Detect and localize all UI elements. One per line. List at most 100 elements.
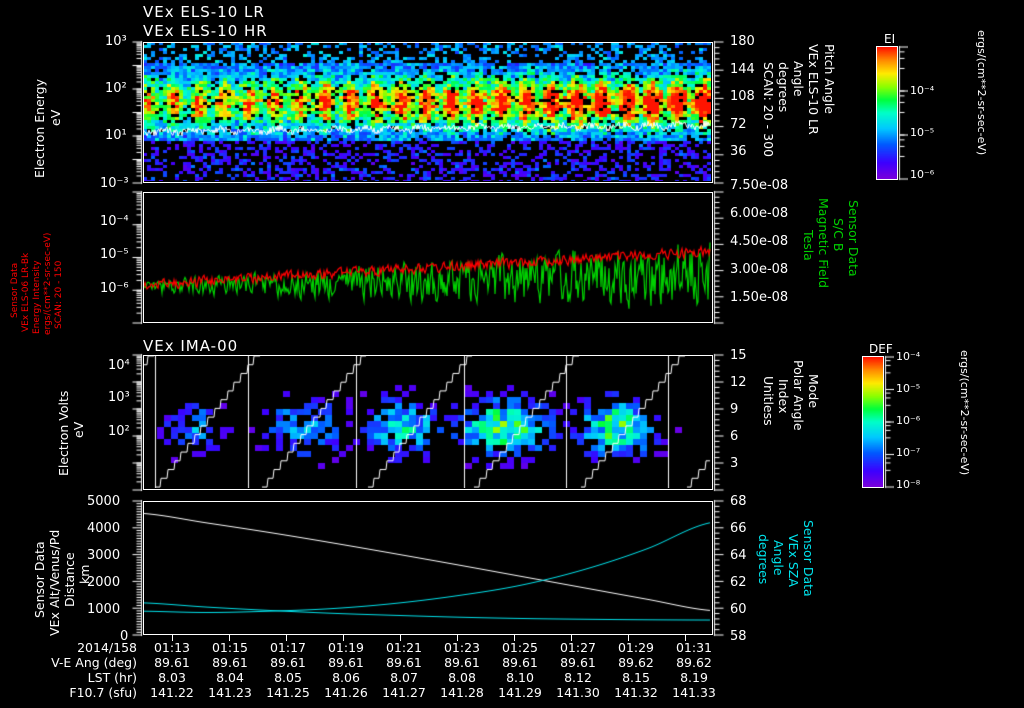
cell-time-9: 01:31 <box>675 640 713 655</box>
panel3-y2tick-15: 15 <box>730 348 747 363</box>
cell-veang-7: 89.61 <box>560 655 596 670</box>
colorbar-def-units: ergs/(cm**2-sr-sec-eV) <box>958 350 971 476</box>
panel2-ytick-1e-6: 10⁻⁶ <box>100 281 129 296</box>
table-row: 2014/158 01:13 01:15 01:17 01:19 01:21 0… <box>0 640 723 655</box>
colorbar-def-tick-1e-5: 10⁻⁵ <box>896 382 921 395</box>
panel4-right-label-1: Sensor Data <box>801 520 816 597</box>
x-axis-tick <box>571 635 572 641</box>
panel3-y2tick-6: 6 <box>730 429 739 444</box>
panel4-y2tick-62: 62 <box>730 575 747 590</box>
panel4-left-tickbar <box>129 499 143 637</box>
panel1-y2tick-72: 72 <box>730 117 747 132</box>
cell-time-1: 01:15 <box>211 640 249 655</box>
panel3-y2tick-3: 3 <box>730 456 739 471</box>
row-label-ve-ang: V-E Ang (deg) <box>51 655 137 670</box>
cell-f107-2: 141.25 <box>266 685 310 700</box>
colorbar-def-tick-1e-4: 10⁻⁴ <box>896 350 921 363</box>
panel4-y2tick-66: 66 <box>730 521 747 536</box>
colorbar-def <box>862 356 884 488</box>
panel4-left-label-3: Distance <box>62 552 77 607</box>
cell-time-3: 01:19 <box>327 640 365 655</box>
panel2-left-tickbar <box>129 190 143 325</box>
panel4-y2tick-68: 68 <box>730 494 747 509</box>
panel1-left-tickbar <box>129 40 143 185</box>
x-axis-tick <box>514 635 515 641</box>
panel3-ytick-1e2: 10² <box>108 424 130 439</box>
cell-time-5: 01:23 <box>443 640 481 655</box>
colorbar-ei-tickbar <box>898 45 908 181</box>
panel1-ytick-1e1: 10¹ <box>105 128 127 143</box>
panel4-ytick-2000: 2000 <box>87 575 121 590</box>
panel2-plot[interactable] <box>143 192 713 323</box>
row-label-date: 2014/158 <box>77 640 137 655</box>
panel3-ylabel-main: Electron Volts <box>56 390 71 476</box>
panel1-y2label-3: Angle <box>791 61 806 97</box>
panel1-y2label-2: VEx ELS-10 LR <box>806 44 821 135</box>
cell-lst-5: 8.08 <box>448 670 476 685</box>
cell-lst-4: 8.07 <box>390 670 418 685</box>
panel4-y2tick-60: 60 <box>730 602 747 617</box>
cell-lst-7: 8.12 <box>564 670 592 685</box>
panel4-ytick-1000: 1000 <box>87 602 121 617</box>
cell-veang-9: 89.62 <box>676 655 712 670</box>
colorbar-def-tick-1e-7: 10⁻⁷ <box>896 446 921 459</box>
cell-time-4: 01:21 <box>385 640 423 655</box>
cell-lst-1: 8.04 <box>216 670 244 685</box>
x-axis-tick <box>229 635 230 641</box>
table-row: F10.7 (sfu) 141.22 141.23 141.25 141.26 … <box>0 685 723 700</box>
panel1-plot[interactable] <box>143 42 713 183</box>
panel3-left-tickbar <box>129 353 143 492</box>
panel1-title-line1: VEx ELS-10 LR <box>143 3 265 21</box>
cell-lst-0: 8.03 <box>158 670 186 685</box>
panel3-y2label-1: Mode <box>806 374 821 409</box>
panel3-y2label-2: Polar Angle <box>791 360 806 431</box>
panel2-y2tick-3: 4.50e-08 <box>730 234 789 249</box>
cell-time-2: 01:17 <box>269 640 307 655</box>
panel3-right-tickbar <box>713 353 727 492</box>
panel2-right-tickbar <box>713 190 727 325</box>
colorbar-def-tickbar <box>884 355 894 489</box>
panel3-plot[interactable] <box>143 355 713 490</box>
x-axis-tick <box>457 635 458 641</box>
panel3-y2tick-12: 12 <box>730 375 747 390</box>
panel1-right-tickbar <box>713 40 727 185</box>
cell-time-8: 01:29 <box>617 640 655 655</box>
panel4-right-label-2: VEx SZA <box>786 534 801 587</box>
colorbar-ei-units: ergs/(cm**2-sr-sec-eV) <box>975 30 988 156</box>
cell-veang-4: 89.61 <box>386 655 422 670</box>
panel2-y2tick-1: 7.50e-08 <box>730 178 789 193</box>
colorbar-def-title: DEF <box>869 342 893 356</box>
panel3-ytick-1e3: 10³ <box>108 390 130 405</box>
cell-f107-7: 141.30 <box>556 685 600 700</box>
cell-lst-6: 8.10 <box>506 670 534 685</box>
panel3-y2label-4: Unitless <box>761 376 776 426</box>
panel2-right-label-4: Tesla <box>801 230 816 261</box>
table-row: LST (hr) 8.03 8.04 8.05 8.06 8.07 8.08 8… <box>0 670 723 685</box>
panel1-y2tick-108: 108 <box>730 89 755 104</box>
panel1-y2label-1: Pitch Angle <box>822 44 837 114</box>
parameter-table: 2014/158 01:13 01:15 01:17 01:19 01:21 0… <box>0 640 723 700</box>
panel2-left-label-2: VEx ELS-06 LR-Bk <box>21 252 31 332</box>
cell-veang-2: 89.61 <box>270 655 306 670</box>
panel2-left-label-5: SCAN: 20 - 150 <box>54 260 64 329</box>
panel1-y2label-5: SCAN: 20 - 300 <box>761 62 776 157</box>
panel1-ylabel-main: Electron Energy <box>32 78 47 178</box>
cell-veang-6: 89.61 <box>502 655 538 670</box>
colorbar-ei-tick-1e-6: 10⁻⁶ <box>910 168 935 181</box>
x-axis-tick <box>286 635 287 641</box>
cell-veang-5: 89.61 <box>444 655 480 670</box>
panel4-plot[interactable] <box>143 501 713 635</box>
panel2-y2tick-2: 6.00e-08 <box>730 206 789 221</box>
cell-f107-8: 141.32 <box>614 685 658 700</box>
panel3-y2label-3: Index <box>776 379 791 414</box>
panel4-left-label-1: Sensor Data <box>32 541 47 618</box>
cell-lst-2: 8.05 <box>274 670 302 685</box>
cell-veang-1: 89.61 <box>212 655 248 670</box>
panel4-right-label-3: Angle <box>771 540 786 576</box>
panel2-y2tick-4: 3.00e-08 <box>730 262 789 277</box>
row-label-lst: LST (hr) <box>87 670 137 685</box>
panel4-y2tick-64: 64 <box>730 548 747 563</box>
panel2-left-label-4: ergs/(cm**2-sr-sec-eV) <box>43 232 53 335</box>
panel2-ytick-1e-4: 10⁻⁴ <box>100 214 129 229</box>
